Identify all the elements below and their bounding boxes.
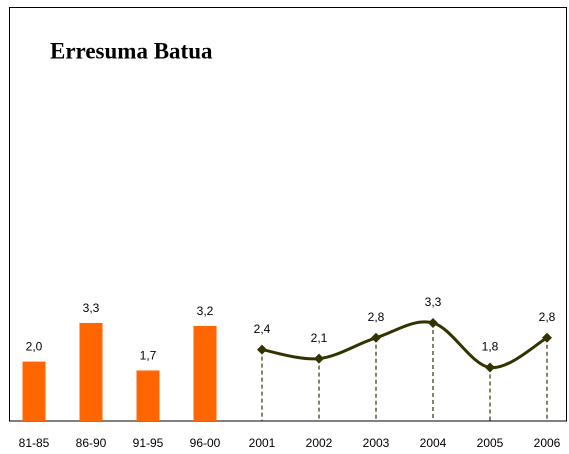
value-label: 2,8 [368, 310, 385, 324]
marker [542, 332, 552, 343]
value-label: 2,0 [26, 340, 43, 354]
x-tick-label: 81-85 [19, 436, 50, 450]
x-tick-label: 96-00 [190, 436, 221, 450]
value-label: 2,8 [539, 310, 556, 324]
x-tick-label: 2001 [249, 436, 276, 450]
x-tick-label: 2006 [534, 436, 561, 450]
bar [136, 370, 160, 421]
value-label: 1,7 [140, 349, 157, 363]
bar [79, 322, 103, 421]
value-label: 3,3 [83, 301, 100, 315]
value-label: 2,4 [254, 322, 271, 336]
value-label: 2,1 [311, 331, 328, 345]
value-label: 3,3 [425, 295, 442, 309]
marker [485, 362, 495, 373]
x-tick-label: 86-90 [76, 436, 107, 450]
value-label: 3,2 [197, 304, 214, 318]
x-tick-label: 91-95 [133, 436, 164, 450]
bar [193, 325, 217, 421]
marker [428, 317, 438, 328]
x-tick-label: 2004 [420, 436, 447, 450]
marker [314, 353, 324, 364]
marker [257, 344, 267, 355]
x-tick-label: 2005 [477, 436, 504, 450]
marker [371, 332, 381, 343]
chart-title: Erresuma Batua [50, 38, 213, 63]
bar [22, 361, 46, 421]
value-label: 1,8 [482, 340, 499, 354]
x-tick-label: 2003 [363, 436, 390, 450]
line [261, 320, 548, 370]
x-tick-label: 2002 [306, 436, 333, 450]
